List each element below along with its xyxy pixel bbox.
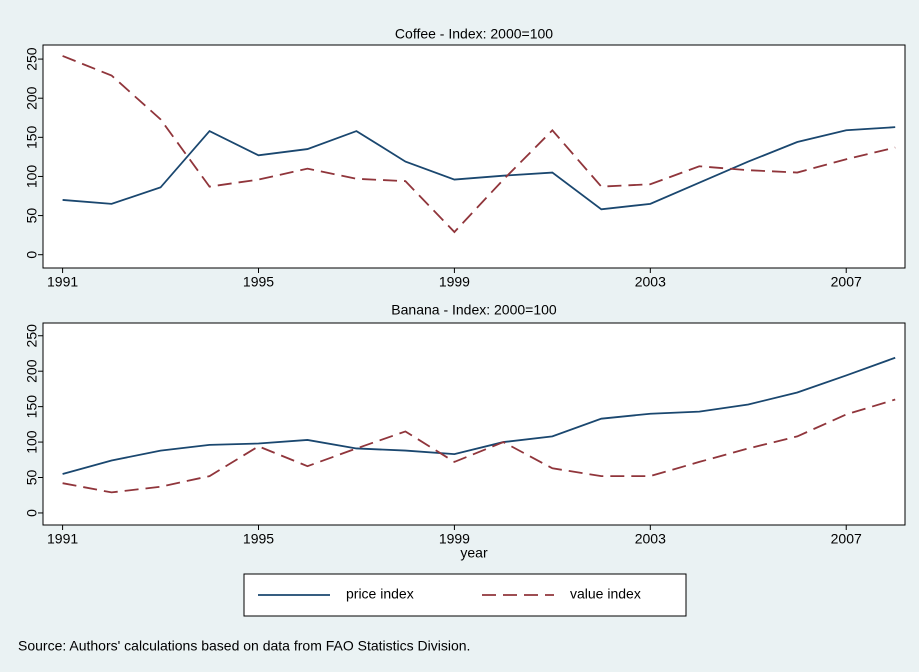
legend-label: price index [346,586,414,602]
y-tick-label: 0 [24,251,40,259]
y-tick-label: 200 [24,359,40,383]
y-tick-label: 250 [24,324,40,348]
y-tick-label: 50 [24,208,40,224]
x-tick-label: 1991 [47,274,78,290]
y-tick-label: 0 [24,509,40,517]
x-tick-label: 1999 [439,274,470,290]
line-series [62,398,896,494]
x-tick-label: 2007 [831,531,862,547]
x-tick-label: 1999 [439,531,470,547]
y-tick-label: 50 [24,470,40,486]
plot-area [42,44,906,269]
line-series [62,126,896,211]
x-tick-label: 1991 [47,531,78,547]
x-tick-label: 2003 [635,274,666,290]
y-tick-label: 100 [24,430,40,454]
x-tick-label: 1995 [243,274,274,290]
source-note: Source: Authors' calculations based on d… [18,638,470,654]
line-series [62,55,896,234]
legend-label: value index [570,586,641,602]
panel-title: Coffee - Index: 2000=100 [395,26,553,42]
x-tick-label: 1995 [243,531,274,547]
x-tick-label: 2003 [635,531,666,547]
y-tick-label: 100 [24,165,40,189]
y-tick-label: 150 [24,395,40,419]
x-axis-label: year [460,545,488,561]
x-tick-label: 2007 [831,274,862,290]
plot-area [42,322,906,526]
y-tick-label: 200 [24,86,40,110]
panel-title: Banana - Index: 2000=100 [391,302,557,318]
line-series [62,356,896,475]
y-tick-label: 150 [24,125,40,149]
y-tick-label: 250 [24,47,40,71]
